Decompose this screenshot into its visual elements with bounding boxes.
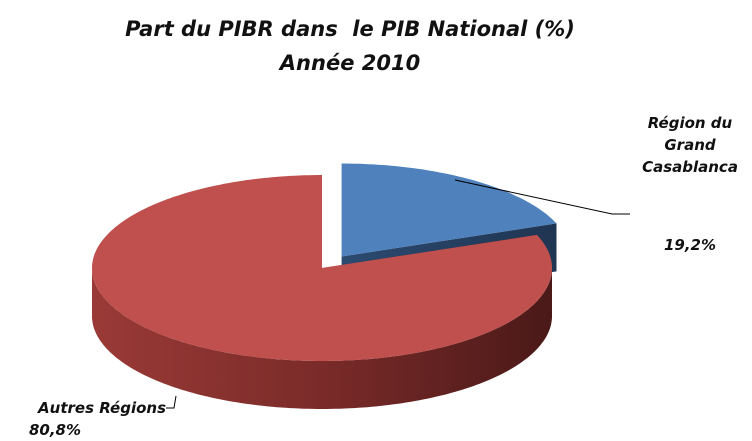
leader-line	[454, 179, 630, 215]
pie-slice	[341, 163, 557, 257]
pie-slice	[92, 175, 552, 361]
value-label: 19,2%	[663, 236, 717, 254]
slice-wall	[92, 268, 552, 409]
value-label: 80,8%	[28, 421, 82, 439]
chart-subtitle: Année 2010	[279, 51, 421, 75]
category-label: Région du Grand Casablanca	[642, 114, 738, 176]
category-label: Autres Régions	[38, 399, 166, 417]
chart-title: Part du PIBR dans le PIB National (%)	[125, 17, 575, 41]
leader-line	[166, 395, 177, 409]
